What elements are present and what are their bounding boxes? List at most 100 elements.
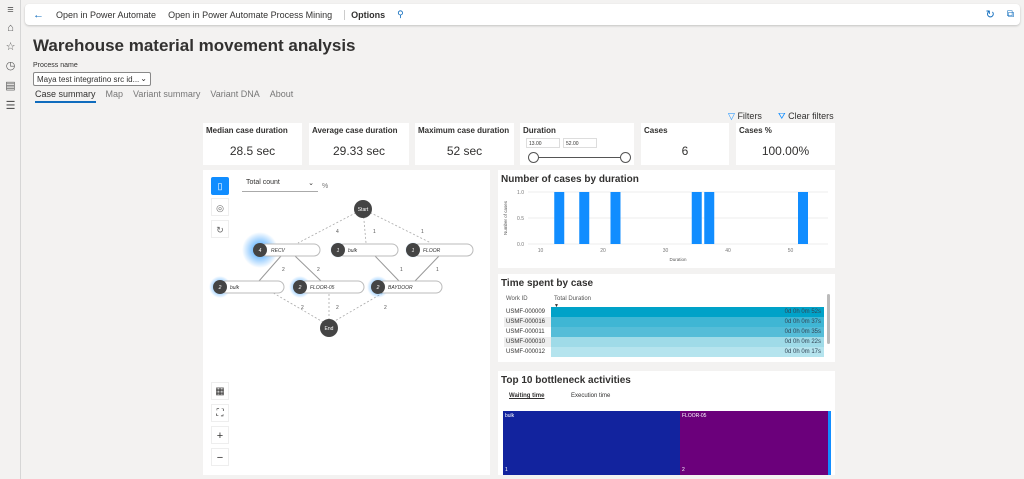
fit-screen-button[interactable]: ⛶ (211, 404, 229, 422)
edge-label: 1 (436, 267, 439, 273)
node-bulk-2[interactable]: 2 bulk (213, 280, 285, 294)
table-row[interactable]: USMF-000016 0d 0h 0m 37s (504, 317, 824, 327)
node-baydoor[interactable]: 2 BAYDOOR (371, 280, 443, 294)
process-map-graph[interactable]: 4 1 1 2 2 1 1 2 2 2 Start End 4 RECV 1 bulk 1 FLOO… (203, 170, 490, 345)
zoom-out-button[interactable]: − (211, 448, 229, 466)
kpi-title: Maximum case duration (418, 126, 510, 135)
table-row[interactable]: USMF-000011 0d 0h 0m 35s (504, 327, 824, 337)
duration-cell: 0d 0h 0m 22s (551, 337, 824, 347)
duration-min-input[interactable]: 13.00 (526, 138, 560, 148)
treemap-tile-other[interactable] (828, 411, 831, 475)
process-name-dropdown[interactable]: Maya test integratino src id... ⌄ (33, 72, 151, 86)
col-work-id[interactable]: Work ID (506, 296, 528, 302)
treemap-tile-bulk[interactable]: bulk 1 (503, 411, 680, 475)
y-tick-label: 0.5 (517, 216, 524, 222)
svg-text:bulk: bulk (348, 248, 358, 254)
scrollbar[interactable] (827, 294, 830, 344)
clock-icon[interactable]: ◷ (5, 60, 16, 72)
tab-waiting-time[interactable]: Waiting time (509, 393, 545, 399)
list-icon[interactable]: ☰ (5, 100, 16, 112)
svg-text:End: End (325, 326, 334, 332)
kpi-value: 100.00% (761, 144, 810, 158)
node-end[interactable]: End (320, 319, 338, 337)
back-icon[interactable]: ← (33, 8, 44, 21)
duration-cell: 0d 0h 0m 35s (551, 327, 824, 337)
kpi-value: 6 (681, 144, 689, 158)
x-tick-label: 50 (788, 248, 794, 254)
star-icon[interactable]: ☆ (5, 41, 16, 53)
svg-text:1: 1 (412, 248, 415, 254)
node-floor[interactable]: 1 FLOOR (406, 243, 474, 257)
tab-case-summary[interactable]: Case summary (35, 89, 96, 103)
slider-min-handle[interactable] (528, 152, 539, 163)
col-total-duration[interactable]: Total Duration (554, 296, 592, 302)
kpi-average: Average case duration 29.33 sec (309, 123, 409, 165)
duration-filter: Duration 13.00 52.00 (520, 123, 634, 165)
tab-variant-dna[interactable]: Variant DNA (210, 89, 260, 99)
histogram-bar (704, 192, 715, 244)
x-tick-label: 10 (538, 248, 544, 254)
node-recv[interactable]: 4 RECV (253, 243, 321, 257)
treemap-tile-floor-05[interactable]: FLOOR-05 2 (680, 411, 828, 475)
search-icon[interactable]: ⚲ (397, 9, 404, 19)
svg-text:Start: Start (358, 207, 369, 213)
clear-filters-button[interactable]: ⛛ Clear filters (778, 111, 834, 122)
svg-text:BAYDOOR: BAYDOOR (388, 285, 413, 291)
node-bulk-1[interactable]: 1 bulk (331, 243, 399, 257)
layout-button[interactable]: ▦ (211, 382, 229, 400)
kpi-title: Average case duration (312, 126, 398, 135)
open-process-mining-button[interactable]: Open in Power Automate Process Mining (168, 9, 333, 20)
process-name-label: Process name (33, 62, 78, 69)
node-floor-05[interactable]: 2 FLOOR-05 (293, 280, 365, 294)
edge-label: 2 (282, 267, 285, 273)
refresh-icon[interactable]: ↻ (985, 9, 995, 21)
popout-icon[interactable]: ⧉ (1006, 9, 1014, 20)
node-start[interactable]: Start (354, 200, 372, 218)
duration-max-input[interactable]: 52.00 (563, 138, 597, 148)
kpi-value: 28.5 sec (229, 144, 276, 158)
open-power-automate-button[interactable]: Open in Power Automate (56, 9, 157, 20)
filters-button[interactable]: ▽ Filters (728, 111, 762, 122)
clear-filters-label: Clear filters (788, 111, 834, 121)
edge-label: 2 (336, 305, 339, 311)
tab-execution-time[interactable]: Execution time (571, 393, 611, 399)
histogram-bar (610, 192, 621, 244)
frequency-view-button[interactable]: ▯ (211, 177, 229, 195)
home-icon[interactable]: ⌂ (7, 22, 14, 34)
process-map-panel: ▯ ◎ ↻ Total count ⌄ % 4 1 1 2 2 1 1 2 2 2 Start … (203, 170, 490, 475)
slider-max-handle[interactable] (620, 152, 631, 163)
zoom-in-button[interactable]: + (211, 426, 229, 444)
histogram-bar (554, 192, 565, 244)
tab-variant-summary[interactable]: Variant summary (133, 89, 201, 99)
workspace-icon[interactable]: ▤ (5, 80, 16, 92)
histogram-bar (579, 192, 590, 244)
bottleneck-panel: Top 10 bottleneck activities Waiting tim… (498, 371, 835, 475)
table-row[interactable]: USMF-000012 0d 0h 0m 17s (504, 347, 824, 357)
histogram-bar (798, 192, 808, 244)
svg-text:FLOOR: FLOOR (423, 248, 441, 254)
tab-map[interactable]: Map (105, 89, 124, 99)
time-spent-panel: Time spent by case Work ID Total Duratio… (498, 274, 835, 362)
table-row[interactable]: USMF-000009 0d 0h 0m 52s (504, 307, 824, 317)
edge-label: 1 (400, 267, 403, 273)
duration-cell: 0d 0h 0m 17s (551, 347, 824, 357)
metric-value: Total count (246, 179, 280, 186)
table-row[interactable]: USMF-000010 0d 0h 0m 22s (504, 337, 824, 347)
performance-view-button[interactable]: ◎ (211, 198, 229, 216)
tab-about[interactable]: About (269, 89, 294, 99)
kpi-title: Median case duration (206, 126, 288, 135)
edge-label: 2 (301, 305, 304, 311)
chevron-down-icon: ⌄ (308, 180, 314, 187)
kpi-title: Cases (644, 126, 668, 135)
svg-text:4: 4 (259, 248, 262, 254)
metric-dropdown[interactable]: Total count ⌄ (242, 179, 318, 192)
work-id-cell: USMF-000009 (504, 307, 551, 317)
hamburger-icon[interactable]: ≡ (7, 4, 14, 16)
time-view-button[interactable]: ↻ (211, 220, 229, 238)
edge-label: 1 (421, 229, 424, 235)
filters-label: Filters (737, 111, 762, 121)
work-id-cell: USMF-000010 (504, 337, 551, 347)
options-button[interactable]: Options (344, 9, 385, 20)
edge-label: 1 (373, 229, 376, 235)
action-toolbar: ← Open in Power Automate Open in Power A… (25, 4, 1020, 25)
